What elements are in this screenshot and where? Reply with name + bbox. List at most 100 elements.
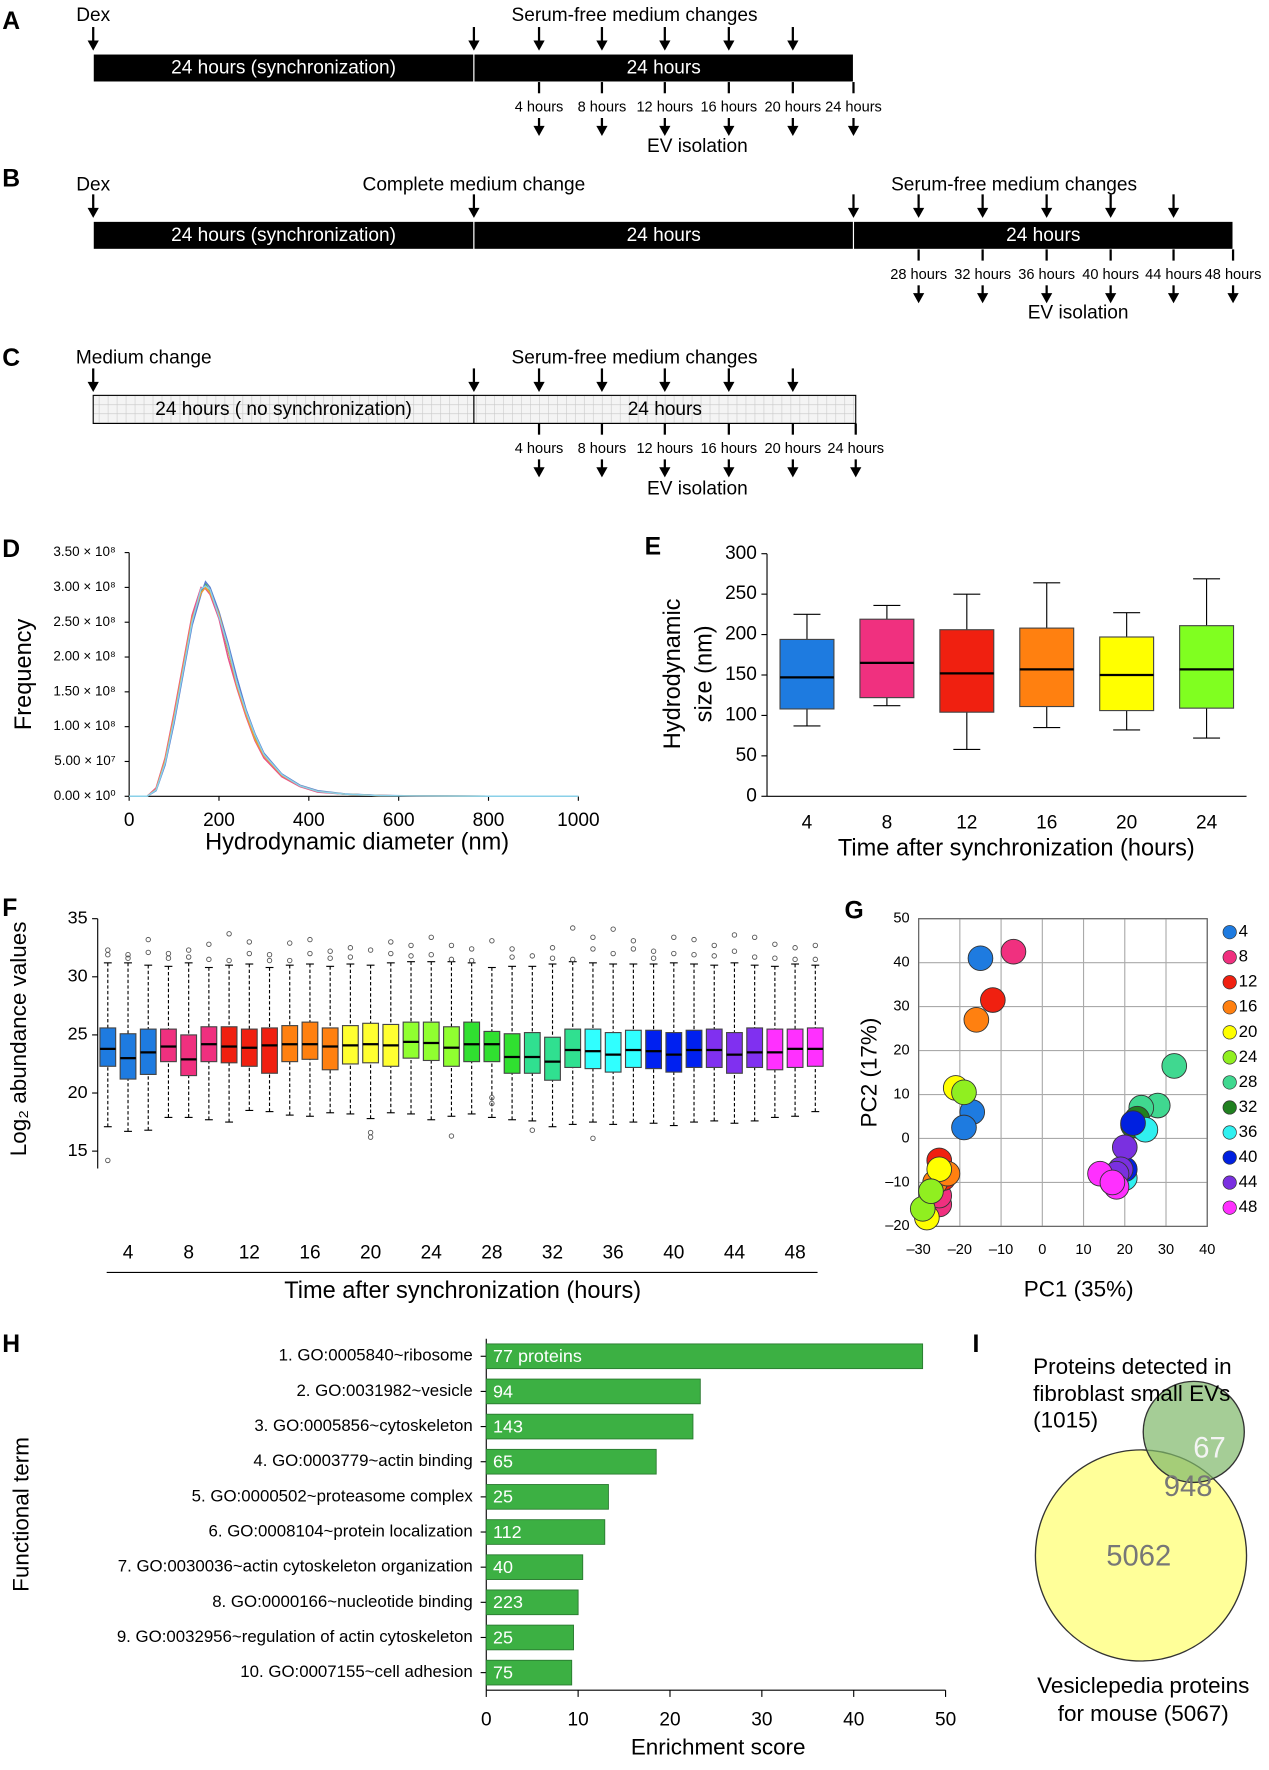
x-tick-label: 10	[568, 1710, 589, 1731]
outlier	[590, 1135, 596, 1142]
y-axis-title: Frequency	[10, 619, 36, 731]
x-tick-label: 0	[124, 810, 135, 831]
arrow-head	[1041, 293, 1053, 304]
bar-label: 112	[493, 1522, 522, 1542]
step-label: Serum-free medium changes	[511, 5, 757, 26]
set-label: fibroblast small EVs	[1033, 1381, 1230, 1406]
set-label: for mouse (5067)	[1058, 1701, 1229, 1726]
panel-letter: D	[2, 536, 20, 563]
outlier	[307, 936, 313, 943]
box	[160, 1028, 177, 1063]
x-tick-label: 44	[724, 1242, 746, 1263]
bar-label: 24 hours	[627, 58, 701, 79]
box	[301, 1021, 319, 1060]
arrow-head	[787, 40, 799, 51]
set-label: Vesiclepedia proteins	[1037, 1673, 1249, 1698]
bar	[485, 1484, 609, 1510]
outlier	[529, 953, 536, 959]
legend-swatch	[1222, 950, 1237, 965]
bar-label: 25	[493, 1487, 513, 1507]
box	[726, 1032, 743, 1074]
box	[119, 1033, 137, 1080]
time-label: 12 hours	[636, 100, 693, 116]
legend-label: 12	[1239, 972, 1258, 991]
bar-label: 143	[493, 1416, 523, 1436]
arrow-head	[596, 381, 608, 392]
bar	[485, 1378, 701, 1405]
bar	[485, 1343, 924, 1370]
x-tick-label: 16	[1036, 812, 1057, 833]
outlier	[792, 956, 798, 963]
panel-letter: A	[2, 8, 20, 35]
x-tick-label: –10	[989, 1242, 1013, 1258]
x-tick-label: 20	[1117, 1242, 1133, 1258]
arrow-head	[659, 125, 671, 136]
point	[1111, 1134, 1138, 1161]
panel-letter: F	[2, 895, 17, 922]
box	[523, 1032, 541, 1074]
outlier	[347, 945, 354, 951]
y-tick-label: 50	[736, 745, 757, 766]
category-label: 3. GO:0005856~cytoskeleton	[254, 1416, 472, 1435]
time-label: 4 hours	[515, 100, 564, 116]
y-tick-label: 3.00 × 10⁸	[53, 579, 115, 594]
time-label: 48 hours	[1205, 267, 1262, 283]
outlier	[226, 957, 232, 964]
outlier	[105, 947, 111, 953]
outlier	[711, 942, 717, 949]
time-label: 20 hours	[764, 100, 821, 116]
category-label: 8. GO:0000166~nucleotide binding	[212, 1592, 473, 1611]
outlier	[367, 1129, 374, 1136]
x-tick-label: 20	[659, 1710, 680, 1731]
arrow-head	[87, 207, 99, 218]
outlier	[388, 939, 394, 945]
outlier	[185, 947, 192, 953]
x-tick-label: 20	[1116, 812, 1137, 833]
x-tick-label: 20	[360, 1242, 381, 1263]
category-label: 4. GO:0003779~actin binding	[253, 1451, 472, 1470]
arrow-head	[533, 381, 545, 392]
outlier	[671, 934, 677, 940]
legend-label: 28	[1239, 1072, 1258, 1091]
bar-label: 77 proteins	[493, 1346, 582, 1366]
box	[180, 1034, 198, 1077]
legend-swatch	[1222, 1100, 1237, 1115]
box	[584, 1028, 602, 1070]
point	[951, 1079, 977, 1106]
outlier	[246, 939, 253, 945]
bar-label: 65	[493, 1452, 513, 1472]
bar	[485, 1589, 579, 1616]
outlier	[246, 950, 253, 957]
outlier	[408, 953, 414, 959]
bar	[485, 1624, 574, 1651]
bar-label: 24 hours	[1006, 225, 1080, 246]
y-tick-label: 200	[725, 624, 757, 645]
panel-letter: C	[2, 345, 20, 372]
legend-label: 8	[1239, 947, 1248, 966]
panel-letter: G	[845, 897, 864, 924]
outlier	[691, 936, 697, 943]
outlier	[428, 934, 434, 940]
box	[779, 638, 835, 710]
x-tick-label: 800	[473, 810, 505, 831]
box	[1019, 627, 1075, 708]
arrow-head	[723, 40, 735, 51]
time-label: 36 hours	[1018, 267, 1075, 283]
x-tick-label: 32	[542, 1242, 563, 1263]
legend-label: 20	[1239, 1022, 1258, 1041]
arrow-head	[468, 207, 480, 218]
x-tick-label: 30	[1158, 1242, 1174, 1258]
x-tick-label: 8	[882, 812, 893, 833]
y-axis-title: Log₂ abundance values	[6, 922, 31, 1157]
outlier	[388, 950, 394, 957]
arrow-head	[533, 40, 545, 51]
time-label: 24 hours	[827, 441, 884, 457]
outlier	[408, 942, 414, 949]
y-tick-label: 30	[68, 966, 88, 986]
arrow-head	[659, 40, 671, 51]
x-tick-label: 8	[183, 1242, 194, 1263]
y-tick-label: 1.50 × 10⁸	[53, 683, 115, 698]
x-tick-label: 12	[956, 812, 977, 833]
arrow-head	[977, 207, 989, 218]
